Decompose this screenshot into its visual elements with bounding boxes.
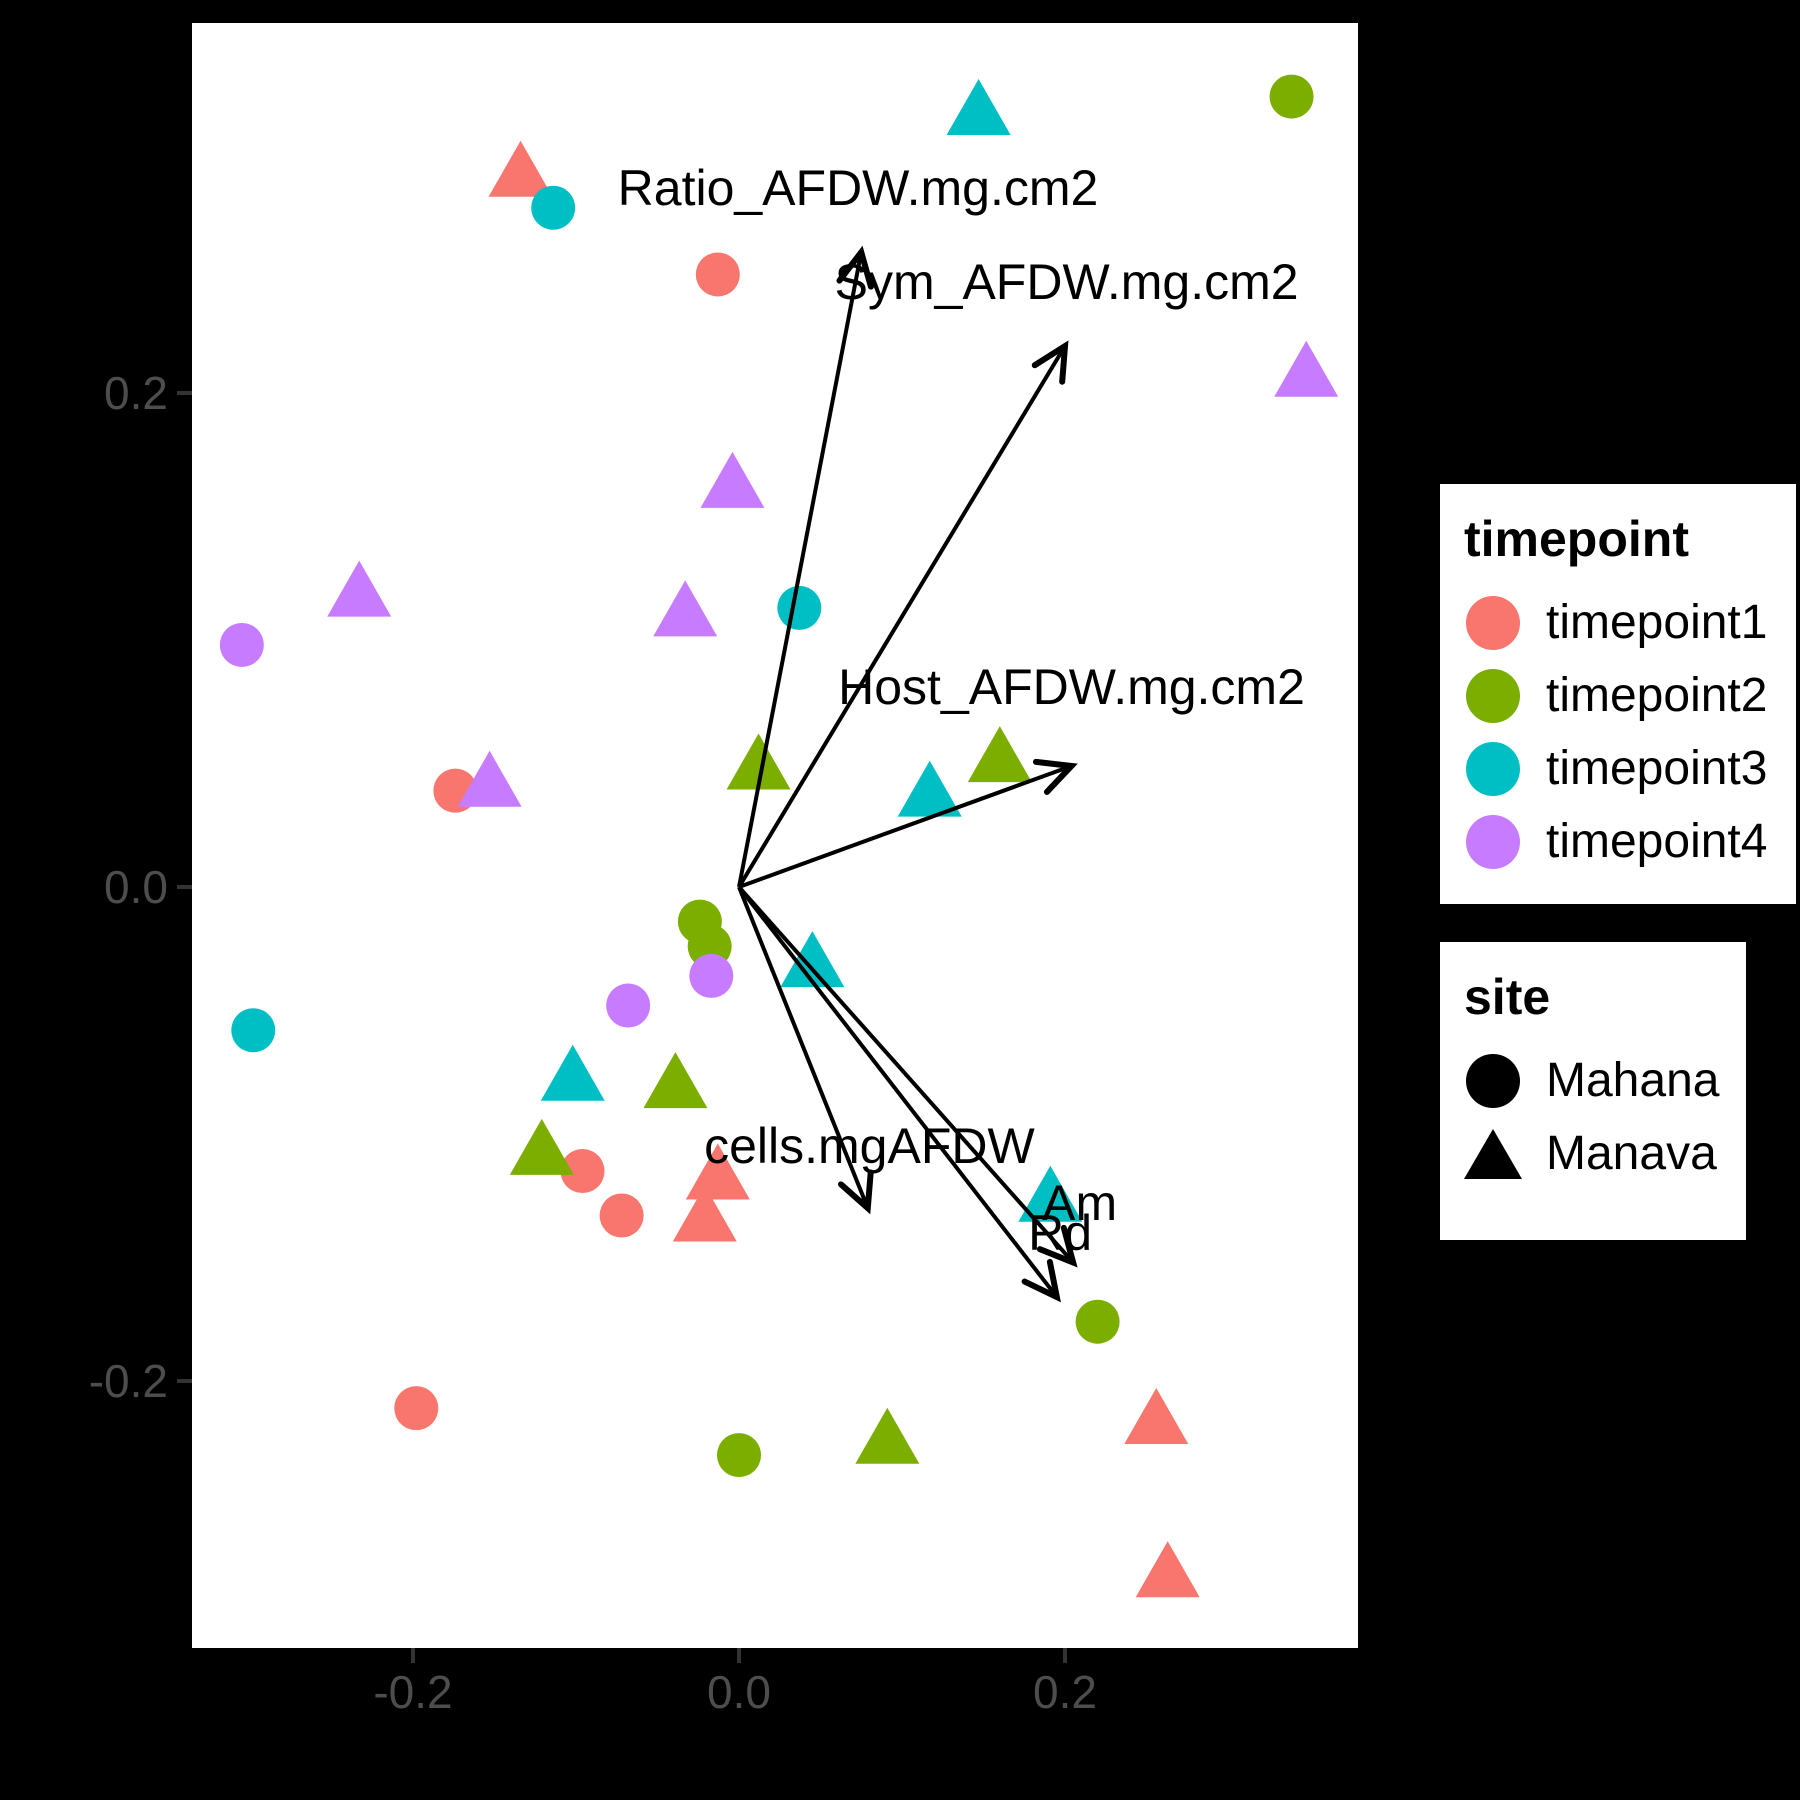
data-point-triangle [1274, 340, 1339, 397]
data-point-triangle [700, 451, 765, 508]
data-point-circle [231, 1008, 276, 1053]
swatch-glyph [1464, 1128, 1522, 1179]
vector-label-host-afdw: Host_AFDW.mg.cm2 [838, 658, 1305, 715]
vector-arrow-sym-afdw [737, 340, 1069, 889]
circle-swatch-icon [1464, 595, 1522, 650]
data-point-circle [606, 983, 651, 1028]
vector-label-cells-mgafdw: cells.mgAFDW [704, 1118, 1035, 1175]
circle-swatch-icon [1464, 1053, 1522, 1108]
legend-row: timepoint3 [1464, 732, 1768, 805]
data-point-triangle [488, 140, 553, 197]
vector-arrows-layer [737, 245, 1078, 1303]
circle-swatch-icon [1464, 668, 1522, 723]
legend-row: Mahana [1464, 1044, 1720, 1117]
data-point-circle [1269, 74, 1314, 119]
data-point-circle [219, 622, 264, 667]
legend-item-label: timepoint1 [1546, 596, 1768, 649]
vector-arrow-ratio-afdw [737, 245, 874, 888]
swatch-glyph [1466, 668, 1520, 723]
legend-timepoint-items: timepoint1 timepoint2 timepoint3 timepoint4 [1464, 586, 1768, 878]
data-point-circle [531, 185, 576, 230]
legend-item-label: timepoint2 [1546, 669, 1768, 722]
data-point-triangle [653, 580, 718, 637]
legend-timepoint: timepoint timepoint1 timepoint2 timepoint3… [1440, 484, 1796, 904]
legend-item-label: Manava [1546, 1127, 1717, 1180]
y-tick-label: -0.2 [88, 1355, 168, 1407]
data-point-triangle [897, 760, 962, 817]
data-point-circle [695, 252, 740, 297]
y-tick-label: 0.0 [104, 861, 168, 913]
data-point-triangle [780, 931, 845, 988]
data-point-circle [777, 585, 822, 630]
legend-site-title: site [1464, 969, 1551, 1025]
legend-row: timepoint1 [1464, 586, 1768, 659]
plot-panel [192, 23, 1358, 1648]
vector-arrow-cells-mgafdw [737, 886, 874, 1215]
vector-label-rd: Rd [1028, 1204, 1093, 1261]
vector-label-am: Am [1042, 1175, 1118, 1232]
legend-timepoint-title: timepoint [1464, 511, 1689, 567]
axis-ticks-layer [177, 391, 1067, 1663]
swatch-glyph [1466, 1053, 1520, 1108]
legend-row: timepoint2 [1464, 659, 1768, 732]
data-point-circle [394, 1386, 439, 1431]
legend-site: site Mahana Manava [1440, 942, 1746, 1240]
vector-arrow-rd [737, 885, 1061, 1303]
data-point-triangle [946, 78, 1011, 135]
x-tick-label: -0.2 [373, 1666, 453, 1718]
data-point-circle [1075, 1299, 1120, 1344]
legend-row: Manava [1464, 1117, 1718, 1190]
swatch-glyph [1466, 595, 1520, 650]
data-point-triangle [643, 1052, 708, 1109]
swatch-glyph [1466, 741, 1520, 796]
y-tick-label: 0.2 [104, 367, 168, 419]
vector-arrow-am [737, 885, 1078, 1268]
x-tick-label: 0.2 [1033, 1666, 1097, 1718]
swatch-glyph [1466, 814, 1520, 869]
data-point-triangle [1018, 1165, 1083, 1222]
triangle-swatch-icon [1464, 1128, 1522, 1179]
data-point-circle [599, 1193, 644, 1238]
data-point-triangle [672, 1185, 737, 1242]
legend-item-label: Mahana [1546, 1054, 1720, 1107]
x-tick-label: 0.0 [707, 1666, 771, 1718]
legend-site-items: Mahana Manava [1464, 1044, 1720, 1190]
legend-row: timepoint4 [1464, 805, 1768, 878]
data-point-triangle [457, 750, 522, 807]
data-point-triangle [967, 726, 1032, 783]
legend-item-label: timepoint4 [1546, 815, 1768, 868]
data-point-triangle [509, 1118, 574, 1175]
vector-label-sym-afdw: Sym_AFDW.mg.cm2 [834, 253, 1299, 310]
data-point-circle [560, 1149, 605, 1194]
data-point-triangle [540, 1044, 605, 1101]
data-point-triangle [1135, 1541, 1200, 1598]
data-point-triangle [685, 1143, 750, 1200]
data-point-circle [689, 953, 734, 998]
data-point-triangle [855, 1407, 920, 1464]
vector-label-ratio-afdw: Ratio_AFDW.mg.cm2 [617, 159, 1099, 216]
data-point-circle [717, 1433, 761, 1478]
data-point-triangle [726, 733, 791, 790]
data-points-layer [219, 74, 1339, 1598]
vector-arrow-host-afdw [738, 758, 1078, 889]
data-point-triangle [1124, 1388, 1189, 1445]
legend-item-label: timepoint3 [1546, 742, 1768, 795]
circle-swatch-icon [1464, 814, 1522, 869]
data-point-triangle [327, 560, 392, 617]
circle-swatch-icon [1464, 741, 1522, 796]
